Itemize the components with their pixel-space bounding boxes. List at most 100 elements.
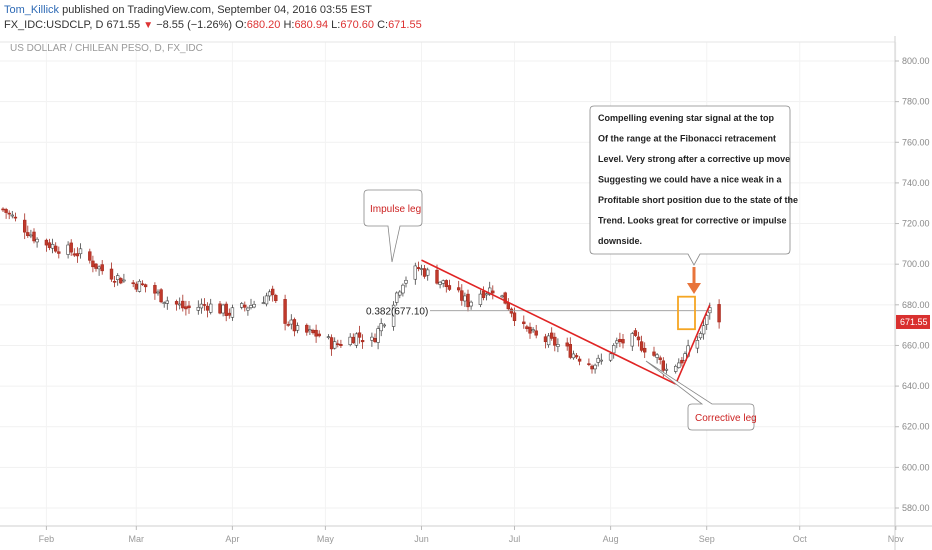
candle-body <box>53 245 58 252</box>
candle-body <box>270 288 275 296</box>
candle-body <box>91 260 95 268</box>
published-text: published on TradingView.com, September … <box>62 4 372 16</box>
candle-body <box>205 305 210 311</box>
candle-body <box>26 232 30 237</box>
candle-body <box>50 244 55 249</box>
candle-body <box>708 307 712 314</box>
time-tick-label: Oct <box>793 534 808 544</box>
candle-body <box>447 285 452 290</box>
candle-body <box>181 300 185 309</box>
candle-body <box>332 341 337 349</box>
candle-body <box>577 358 582 362</box>
last-price-badge <box>896 314 930 329</box>
candle-body <box>274 295 278 302</box>
evening-star-highlight[interactable] <box>677 295 696 331</box>
candle-body <box>69 242 73 253</box>
candle-body <box>701 325 706 335</box>
signal-text-line: Of the range at the Fibonacci retracemen… <box>598 134 776 144</box>
candle-body <box>677 362 681 368</box>
high-value: 680.94 <box>294 19 329 31</box>
candle-body <box>32 231 36 242</box>
signal-text-line: downside. <box>598 236 642 246</box>
corrective-callout-box[interactable] <box>645 360 755 431</box>
candle-body <box>425 269 430 276</box>
candle-body <box>246 307 250 311</box>
time-axis[interactable]: Feb Mar Apr May Jun Jul Aug Sep Oct Nov <box>39 526 905 544</box>
candle-body <box>286 324 290 326</box>
candle-body <box>249 305 253 309</box>
close-label: C: <box>377 19 389 31</box>
candle-body <box>252 303 256 308</box>
candle-body <box>717 304 721 323</box>
candle-body <box>230 307 235 318</box>
candle-body <box>314 329 318 337</box>
time-tick-label: Feb <box>39 534 55 544</box>
candle-body <box>655 354 659 358</box>
candle-body <box>466 293 470 308</box>
price-chart[interactable]: US DOLLAR / CHILEAN PESO, D, FX_IDC 580.… <box>0 36 932 550</box>
signal-text-line: Level. Very strong after a corrective up… <box>598 154 790 164</box>
candle-body <box>156 291 160 294</box>
author-link[interactable]: Tom_Killick <box>4 4 60 16</box>
price-tick-label: 640.00 <box>902 381 930 391</box>
candle-body <box>283 299 287 324</box>
candle-body <box>487 287 492 295</box>
signal-callout-text: Compelling evening star signal at the to… <box>598 113 798 246</box>
price-tick-label: 760.00 <box>902 137 930 147</box>
last-price-badge-text: 671.55 <box>900 317 928 327</box>
time-tick-label: Jun <box>414 534 429 544</box>
candle-body <box>122 279 126 282</box>
candle-body <box>10 214 14 217</box>
candle-body <box>469 301 473 307</box>
candle-body <box>240 303 244 308</box>
candle-body <box>593 364 597 370</box>
candle-body <box>680 359 684 364</box>
time-tick-label: Jul <box>509 534 521 544</box>
candle-body <box>94 263 98 269</box>
candle-body <box>382 324 386 327</box>
last-price: 671.55 <box>106 19 141 31</box>
candle-body <box>202 304 207 306</box>
price-tick-label: 600.00 <box>902 462 930 472</box>
symbol-label[interactable]: FX_IDC:USDCLP, D <box>4 19 104 31</box>
candle-body <box>153 285 157 294</box>
impulse-leg-line[interactable] <box>421 259 677 385</box>
candle-body <box>491 290 495 294</box>
candle-body <box>556 344 560 347</box>
fib-label: 0.382(677.10) <box>366 307 428 318</box>
price-tick-label: 660.00 <box>902 340 930 350</box>
time-tick-label: Aug <box>603 534 619 544</box>
candle-body <box>633 330 638 336</box>
candle-body <box>131 282 135 285</box>
signal-text-line: Profitable short position due to the sta… <box>598 195 798 205</box>
candle-body <box>78 248 83 255</box>
impulse-callout-box[interactable] <box>363 189 423 263</box>
candle-body <box>636 336 641 341</box>
price-tick-label: 580.00 <box>902 503 930 513</box>
candle-body <box>534 330 538 336</box>
candle-body <box>178 303 182 306</box>
candle-body <box>140 283 145 286</box>
candle-body <box>57 251 61 254</box>
candle-body <box>66 244 70 255</box>
candle-body <box>398 291 402 296</box>
candle-body <box>224 303 228 316</box>
close-value: 671.55 <box>388 19 422 31</box>
price-tick-label: 720.00 <box>902 219 930 229</box>
price-axis[interactable]: 580.00 600.00 620.00 640.00 660.00 680.00 700.… <box>895 56 930 513</box>
candle-body <box>29 234 33 237</box>
candle-body <box>661 360 666 371</box>
corrective-leg-line[interactable] <box>674 304 711 385</box>
candle-body <box>478 293 483 305</box>
candle-body <box>354 333 359 346</box>
symbol-line: FX_IDC:USDCLP, D 671.55 ▼ −8.55 (−1.26%)… <box>4 19 422 31</box>
publish-line: Tom_Killick published on TradingView.com… <box>4 4 372 16</box>
candle-body <box>162 302 166 304</box>
signal-callout-box[interactable] <box>589 105 791 266</box>
candle-body <box>311 329 315 334</box>
candle-body <box>174 301 179 305</box>
candle-body <box>379 323 383 332</box>
price-change: −8.55 (−1.26%) <box>156 19 233 31</box>
signal-text-line: Compelling evening star signal at the to… <box>598 113 775 123</box>
low-label: L: <box>331 19 341 31</box>
